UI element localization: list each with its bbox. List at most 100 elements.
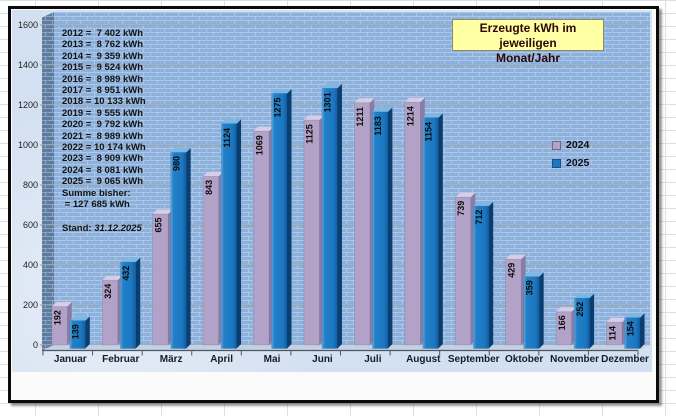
bar-value-label: 712 <box>474 210 484 225</box>
bar-2024-märz-top <box>152 209 173 214</box>
bar-value-label: 114 <box>607 326 617 341</box>
bar-value-label: 1124 <box>222 128 232 148</box>
y-axis-label: 1000 <box>18 140 38 150</box>
bar-2024-juli-top <box>354 98 375 103</box>
bar-2024-april-top <box>203 171 224 177</box>
legend-swatch-2024 <box>552 140 561 150</box>
legend-swatch-2025 <box>552 158 561 168</box>
month-label: Juni <box>312 354 333 365</box>
y-axis-label: 800 <box>23 180 38 190</box>
yearly-total-line: 2018 = 10 133 kWh <box>62 96 146 108</box>
stand-label: Stand: <box>62 223 95 234</box>
bar-2024-november-top <box>556 307 577 312</box>
month-label: Mai <box>264 354 281 365</box>
bar-2024-august <box>404 101 421 346</box>
y-axis-label: 1400 <box>18 60 38 70</box>
bar-value-label: 1154 <box>424 122 434 142</box>
bar-value-label: 154 <box>625 321 635 336</box>
bar-2025-februar-top <box>120 257 141 263</box>
bar-2025-juni-top <box>321 83 342 89</box>
legend-item-2024: 2024 <box>552 136 589 154</box>
y-axis-label: 1600 <box>18 20 38 30</box>
chart-title-line1: Erzeugte kWh im jeweiligen <box>479 21 577 50</box>
month-label: April <box>210 354 233 365</box>
month-label: Februar <box>102 354 139 365</box>
bar-2025-dezember-top <box>624 313 645 318</box>
bar-value-label: 655 <box>153 217 163 232</box>
yearly-total-line: 2019 = 9 555 kWh <box>62 107 144 119</box>
y-axis-label: 200 <box>23 300 38 310</box>
bar-value-label: 432 <box>121 266 131 281</box>
bar-2024-juni <box>303 119 320 346</box>
y-axis-label: 400 <box>23 260 38 270</box>
bar-value-label: 192 <box>53 310 63 325</box>
stand-line: Stand: 31.12.2025 <box>62 223 142 234</box>
bar-2025-januar-top <box>69 316 90 321</box>
yearly-total-line: 2022 = 10 174 kWh <box>62 142 146 154</box>
bar-2025-mai <box>271 93 288 349</box>
chart-legend: 2024 2025 <box>552 136 589 172</box>
bar-2025-april-top <box>221 119 242 124</box>
plot-floor <box>42 345 650 351</box>
bar-2024-februar-top <box>102 275 123 281</box>
bar-2024-september-top <box>455 192 476 198</box>
bar-2025-april <box>220 123 237 349</box>
yearly-total-line: 2021 = 8 989 kWh <box>62 130 144 142</box>
yearly-total-line: 2025 = 9 065 kWh <box>62 176 144 188</box>
stand-date: 31.12.2025 <box>94 223 142 234</box>
bar-2025-februar <box>119 261 137 349</box>
chart-title: Erzeugte kWh im jeweiligen Monat/Jahr <box>452 19 604 65</box>
month-label: Oktober <box>505 354 543 365</box>
bar-2024-dezember <box>606 321 623 346</box>
yearly-total-line: 2024 = 8 081 kWh <box>62 164 144 176</box>
month-label: Januar <box>54 354 87 365</box>
y-axis-label: 0 <box>33 340 38 350</box>
chart-title-line2: Monat/Jahr <box>495 51 560 65</box>
bar-2025-september-side <box>488 201 494 349</box>
bar-2025-august-side <box>438 113 443 349</box>
bar-2025-november-side <box>589 293 595 349</box>
yearly-total-line: 2012 = 7 402 kWh <box>62 28 144 39</box>
month-label: Juli <box>364 354 381 365</box>
month-label: August <box>406 354 441 365</box>
bar-value-label: 1214 <box>406 106 416 126</box>
bar-2025-mai-top <box>271 89 292 94</box>
bar-2024-februar <box>101 279 119 346</box>
yearly-total-line: = 127 685 kWh <box>62 199 130 211</box>
yearly-total-line: 2016 = 8 989 kWh <box>62 73 144 85</box>
bar-value-label: 739 <box>456 201 466 216</box>
bar-value-label: 1183 <box>373 116 383 136</box>
month-label: März <box>160 354 183 365</box>
bar-2025-dezember <box>624 317 641 349</box>
bar-2025-oktober <box>523 276 540 349</box>
bar-2025-juni-side <box>337 83 342 349</box>
bar-2025-dezember-side <box>640 313 645 349</box>
bar-value-label: 1275 <box>272 97 282 117</box>
bar-value-label: 1211 <box>355 107 365 127</box>
yearly-total-line: 2014 = 9 359 kWh <box>62 50 144 62</box>
yearly-total-line: 2017 = 8 951 kWh <box>62 85 144 97</box>
bar-2024-mai-top <box>253 126 274 132</box>
bar-2024-august-top <box>404 97 425 103</box>
bar-2025-oktober-side <box>539 272 544 349</box>
yearly-totals-block: 2012 = 7 402 kWh 2013 = 8 762 kWh 2014 = 9… <box>62 28 192 211</box>
yearly-total-line: 2015 = 9 524 kWh <box>62 62 144 74</box>
yearly-total-line: 2023 = 8 909 kWh <box>62 153 144 165</box>
bar-2025-august-top <box>422 113 443 118</box>
yearly-total-line: 2013 = 8 762 kWh <box>62 39 144 51</box>
bar-value-label: 166 <box>557 315 567 330</box>
bar-2024-september <box>454 196 472 346</box>
month-label: Dezember <box>601 354 649 365</box>
month-label: November <box>550 354 599 365</box>
bar-value-label: 843 <box>204 180 214 195</box>
bar-value-label: 1125 <box>305 124 315 144</box>
bar-2024-juni-top <box>303 115 324 120</box>
bar-2024-januar-top <box>51 302 72 307</box>
bar-2025-märz-side <box>186 148 191 349</box>
legend-label-2025: 2025 <box>566 157 590 169</box>
bar-2025-august <box>422 117 439 349</box>
bar-2024-juli <box>354 102 371 346</box>
yearly-total-line: Summe bisher: <box>62 187 131 199</box>
bar-2024-april <box>202 176 219 346</box>
bar-2024-märz <box>152 213 169 346</box>
